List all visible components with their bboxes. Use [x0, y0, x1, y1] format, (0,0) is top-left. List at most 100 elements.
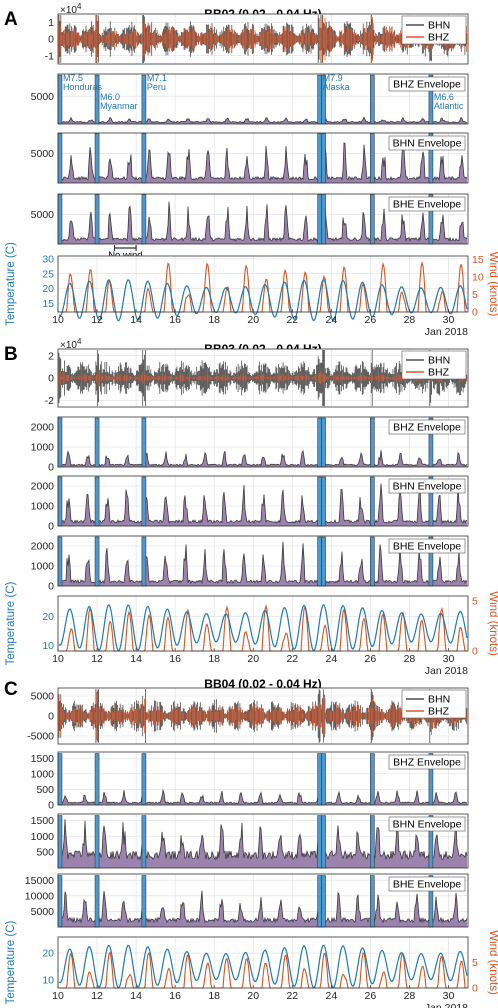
- y-tick-label: 5000: [31, 91, 55, 103]
- earthquake-spike: [141, 476, 147, 527]
- x-tick-label: 26: [365, 314, 377, 326]
- temperature-axis-label: Temperature (C): [5, 242, 17, 326]
- earthquake-spike: [317, 74, 322, 125]
- envelope-area: [59, 541, 467, 586]
- envelope-label: BHN Envelope: [388, 478, 466, 494]
- legend-entry: BHZ: [428, 367, 450, 379]
- temperature-axis-label: Temperature (C): [5, 581, 17, 665]
- earthquake-spike: [317, 476, 322, 527]
- earthquake-spike: [57, 815, 63, 869]
- axes-box: [57, 348, 469, 408]
- earthquake-spike: [317, 417, 322, 468]
- y-tick-label: 25: [42, 268, 54, 280]
- panel-letter: B: [4, 344, 18, 365]
- envelope-label: BHN Envelope: [388, 816, 466, 832]
- y-tick-label: 10: [42, 975, 54, 987]
- envelope-label-text: BHZ Envelope: [393, 757, 461, 769]
- y-tick-label: 10000: [25, 890, 54, 902]
- envelope-axes: 5000 BHN Envelope: [31, 132, 469, 184]
- x-tick-label: 30: [443, 990, 455, 1002]
- y-tick-label: 5000: [31, 209, 55, 221]
- earthquake-spike: [321, 815, 326, 869]
- y-tick-label: 5000: [31, 691, 55, 703]
- earthquake-spike: [57, 133, 63, 184]
- earthquake-place: Alaska: [323, 82, 350, 92]
- wind-tick-label: 5: [472, 596, 478, 608]
- x-tick-label: 28: [404, 314, 416, 326]
- earthquake-magnitude: M6.0: [100, 92, 120, 102]
- y-tick-label: 2000: [31, 422, 55, 434]
- x-tick-label: 12: [91, 653, 103, 665]
- earthquake-spike: [141, 194, 147, 245]
- temperature-line: [58, 944, 468, 989]
- envelope-area: [59, 483, 467, 526]
- temperature-axis-label: Temperature (C): [5, 920, 17, 1004]
- panel-letter: C: [4, 679, 18, 700]
- envelope-line: [58, 116, 468, 124]
- axes-box: [57, 535, 469, 587]
- earthquake-spike: [321, 476, 326, 527]
- envelope-axes: 2000 1000 0 BHE Envelope: [31, 535, 469, 593]
- envelope-label-text: BHN Envelope: [393, 481, 462, 493]
- earthquake-spike: [141, 815, 147, 869]
- y-tick-label: 500: [36, 847, 54, 859]
- y-tick-label: 500: [36, 784, 54, 796]
- wind-tick-label: 0: [472, 646, 478, 658]
- temperature-line: [58, 278, 468, 322]
- envelope-area: [59, 201, 467, 244]
- y-tick-label: 10: [42, 640, 54, 652]
- x-tick-label: 10: [52, 653, 64, 665]
- earthquake-spike: [321, 194, 326, 245]
- axes-box: [57, 193, 469, 245]
- wind-tick-label: 0: [472, 983, 478, 995]
- y-tick-label: 1000: [31, 442, 55, 454]
- legend-entry: BHZ: [428, 706, 450, 718]
- earthquake-spike: [94, 815, 100, 869]
- x-tick-label: 22: [286, 653, 298, 665]
- weather-axes: 30 25 20 15 15 10 5 0 Temperature (C) Wind (knots…: [5, 242, 498, 338]
- envelope-axes: 5000 BHE Envelope: [31, 193, 469, 245]
- weather-axes: 20 10 5 0 Temperature (C) Wind (knots) 10 12 14 1…: [5, 920, 498, 1008]
- y-exponent: ×104: [60, 2, 82, 16]
- axes-box: [57, 873, 469, 928]
- earthquake-spike: [321, 133, 326, 184]
- x-tick-label: 16: [169, 653, 181, 665]
- x-tick-label: 22: [286, 990, 298, 1002]
- envelope-label-text: BHE Envelope: [393, 199, 461, 211]
- earthquake-spike: [141, 417, 147, 468]
- envelope-line: [58, 483, 468, 525]
- x-tick-label: 24: [325, 314, 337, 326]
- wind-tick-label: 10: [472, 272, 484, 284]
- wind-line: [59, 603, 467, 652]
- earthquake-spike: [370, 194, 375, 245]
- earthquake-spike: [370, 417, 375, 468]
- y-tick-label: 5000: [31, 148, 55, 160]
- earthquake-magnitude: M6.6: [434, 92, 454, 102]
- earthquake-spike: [94, 476, 100, 527]
- y-exponent: ×104: [60, 337, 82, 351]
- x-tick-label: 30: [443, 653, 455, 665]
- envelope-line: [58, 788, 468, 805]
- x-tick-label: 16: [169, 990, 181, 1002]
- earthquake-spike: [141, 133, 147, 184]
- x-tick-label: 18: [208, 653, 220, 665]
- earthquake-spike: [141, 753, 147, 806]
- envelope-area: [59, 819, 467, 868]
- earthquake-spike: [94, 133, 100, 184]
- y-tick-label: 1000: [31, 501, 55, 513]
- envelope-area: [59, 890, 467, 927]
- y-tick-label: 20: [42, 611, 54, 623]
- y-tick-label: 1500: [31, 753, 55, 765]
- x-tick-label: 26: [365, 653, 377, 665]
- legend-entry: BHN: [428, 355, 450, 367]
- weather-axes: 20 10 5 0 Temperature (C) Wind (knots) 10 12 14 1…: [5, 581, 498, 677]
- y-tick-label: 0: [48, 581, 54, 593]
- x-axis-label: Jan 2018: [425, 326, 468, 338]
- earthquake-spike: [57, 536, 63, 587]
- earthquake-spike: [317, 875, 322, 928]
